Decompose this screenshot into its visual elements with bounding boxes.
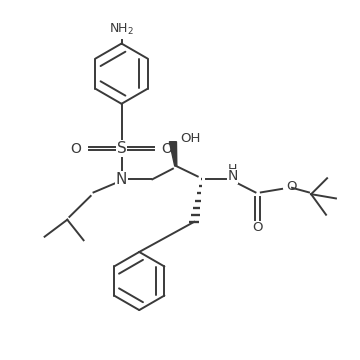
Text: NH$_2$: NH$_2$ (109, 22, 134, 37)
Text: S: S (117, 141, 126, 156)
Text: H: H (228, 163, 237, 176)
Text: N: N (116, 172, 127, 187)
Text: O: O (286, 180, 297, 193)
Polygon shape (169, 142, 177, 166)
Text: OH: OH (181, 132, 201, 145)
Text: N: N (227, 170, 238, 184)
Text: O: O (252, 221, 262, 234)
Text: O: O (71, 142, 81, 156)
Text: O: O (162, 142, 172, 156)
